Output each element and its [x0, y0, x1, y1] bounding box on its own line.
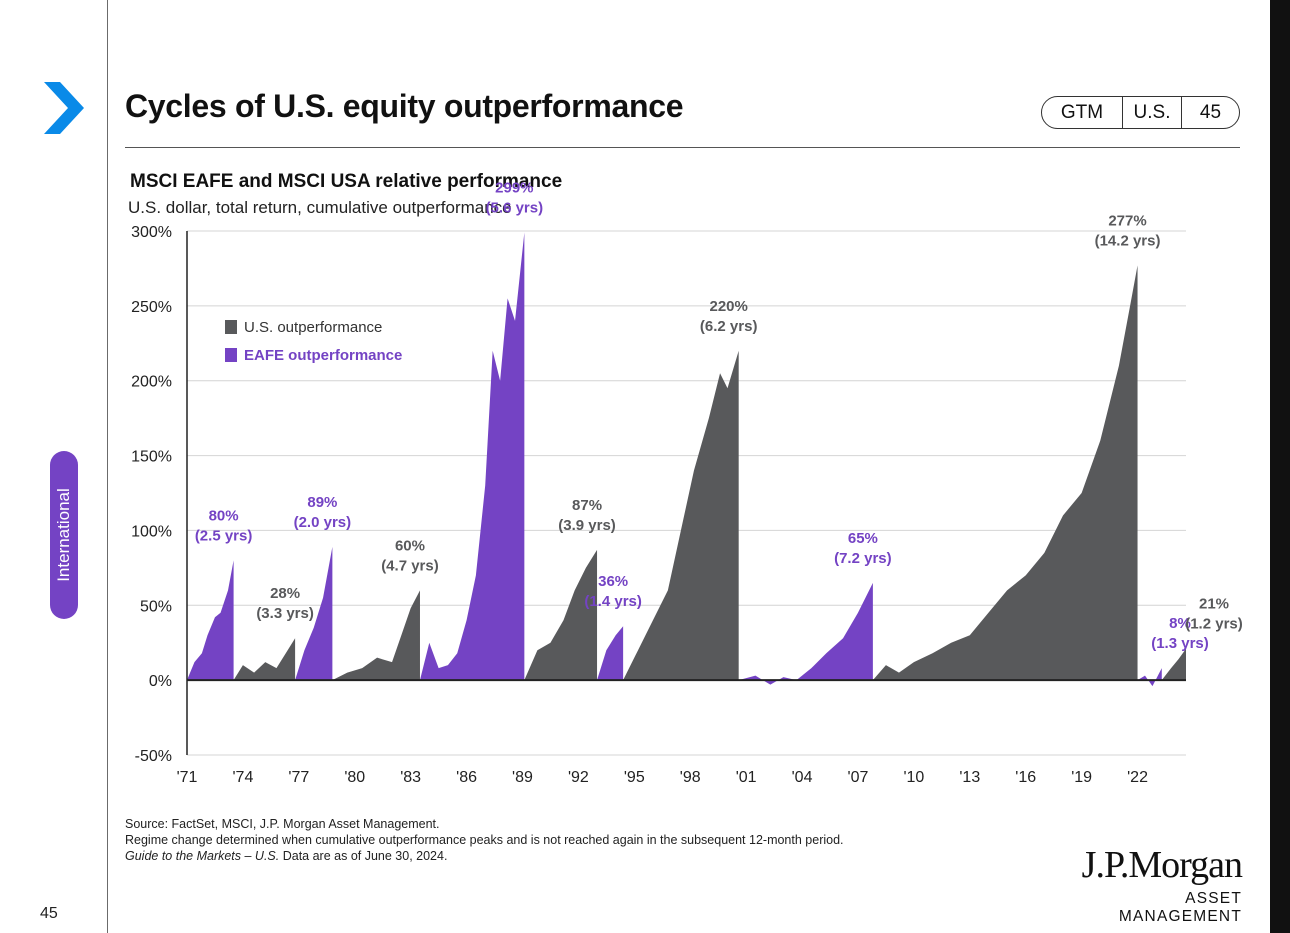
chevron-right-icon — [44, 82, 84, 134]
us-outperformance-area — [1161, 648, 1186, 681]
x-tick-label: '92 — [568, 769, 589, 786]
peak-duration-label: (3.3 yrs) — [256, 605, 314, 622]
us-outperformance-area — [233, 638, 296, 681]
chart-title: MSCI EAFE and MSCI USA relative performa… — [130, 171, 563, 192]
eafe-outperformance-area — [187, 560, 234, 681]
y-tick-label: 250% — [131, 299, 172, 316]
legend-swatch-eafe — [225, 348, 237, 362]
y-tick-label: 200% — [131, 374, 172, 391]
peak-value-label: 60% — [395, 537, 425, 554]
peak-value-label: 36% — [598, 573, 628, 590]
x-tick-label: '95 — [624, 769, 645, 786]
badge-region: U.S. — [1123, 97, 1182, 128]
x-tick-label: '98 — [680, 769, 701, 786]
y-tick-label: 50% — [140, 598, 172, 615]
title-rule — [125, 147, 1240, 148]
us-outperformance-area — [332, 590, 420, 681]
y-tick-label: 100% — [131, 523, 172, 540]
peak-duration-label: (3.9 yrs) — [558, 517, 616, 534]
asof-date: Data are as of June 30, 2024. — [279, 849, 448, 863]
legend-swatch-us — [225, 320, 237, 334]
badge-guide: GTM — [1042, 97, 1123, 128]
x-tick-label: '16 — [1015, 769, 1036, 786]
logo-division: ASSET MANAGEMENT — [1118, 890, 1242, 925]
peak-value-label: 28% — [270, 585, 300, 602]
x-tick-label: '86 — [456, 769, 477, 786]
badge-page: 45 — [1199, 101, 1222, 123]
x-tick-label: '89 — [512, 769, 533, 786]
x-tick-label: '22 — [1127, 769, 1148, 786]
x-tick-label: '04 — [792, 769, 813, 786]
x-tick-label: '01 — [736, 769, 757, 786]
peak-duration-label: (1.4 yrs) — [584, 593, 642, 610]
peak-value-label: 299% — [495, 179, 533, 196]
peak-duration-label: (2.0 yrs) — [294, 514, 352, 531]
x-tick-label: '71 — [177, 769, 198, 786]
peak-value-label: 65% — [848, 530, 878, 547]
page-title: Cycles of U.S. equity outperformance — [125, 88, 684, 124]
peak-value-label: 89% — [307, 494, 337, 511]
footnotes: Source: FactSet, MSCI, J.P. Morgan Asset… — [125, 816, 844, 864]
x-tick-label: '07 — [848, 769, 869, 786]
section-tab[interactable]: International — [50, 451, 78, 619]
x-tick-label: '83 — [400, 769, 421, 786]
us-outperformance-area — [524, 549, 598, 681]
x-tick-label: '10 — [903, 769, 924, 786]
source-note: Source: FactSet, MSCI, J.P. Morgan Asset… — [125, 817, 440, 831]
peak-duration-label: (4.7 yrs) — [381, 557, 439, 574]
us-outperformance-area — [623, 350, 739, 681]
us-outperformance-area — [872, 265, 1138, 681]
eafe-outperformance-area — [295, 546, 333, 681]
asof-note: Guide to the Markets – U.S. Data are as … — [125, 848, 844, 864]
peak-duration-label: (6.2 yrs) — [700, 318, 758, 335]
eafe-outperformance-area — [419, 232, 525, 681]
peak-duration-label: (5.6 yrs) — [486, 199, 544, 216]
y-tick-label: -50% — [135, 748, 172, 765]
peak-duration-label: (14.2 yrs) — [1095, 232, 1161, 249]
eafe-outperformance-area — [597, 626, 624, 681]
peak-duration-label: (1.3 yrs) — [1151, 635, 1209, 652]
y-tick-label: 0% — [149, 673, 172, 690]
x-tick-label: '80 — [344, 769, 365, 786]
y-tick-label: 150% — [131, 449, 172, 466]
peak-value-label: 80% — [209, 507, 239, 524]
guide-name: Guide to the Markets – U.S. — [125, 849, 280, 863]
x-tick-label: '77 — [288, 769, 309, 786]
jpmorgan-logo: J.P.Morgan ASSET MANAGEMENT — [1060, 842, 1243, 926]
chart-subtitle: U.S. dollar, total return, cumulative ou… — [128, 198, 512, 217]
legend-label-eafe: EAFE outperformance — [244, 347, 402, 364]
peak-duration-label: (1.2 yrs) — [1185, 616, 1243, 633]
legend-label-us: U.S. outperformance — [244, 319, 382, 336]
y-tick-label: 300% — [131, 224, 172, 241]
x-tick-label: '19 — [1071, 769, 1092, 786]
peak-value-label: 220% — [709, 298, 747, 315]
peak-value-label: 87% — [572, 497, 602, 514]
peak-value-label: 21% — [1199, 596, 1229, 613]
eafe-outperformance-area — [1137, 668, 1162, 687]
peak-value-label: 277% — [1108, 212, 1146, 229]
left-rail-divider — [107, 0, 108, 933]
peak-value-label: 8% — [1169, 615, 1191, 632]
eafe-outperformance-area — [738, 582, 873, 685]
peak-duration-label: (7.2 yrs) — [834, 550, 892, 567]
page-number: 45 — [40, 905, 58, 922]
logo-wordmark: J.P.Morgan — [1081, 844, 1243, 886]
x-tick-label: '13 — [959, 769, 980, 786]
peak-duration-label: (2.5 yrs) — [195, 527, 253, 544]
x-tick-label: '74 — [232, 769, 253, 786]
relative-performance-chart: -50% 0% 50% 100% 150% 200% 250% 300% '71 '74 '77 '8… — [131, 179, 1243, 786]
methodology-note: Regime change determined when cumulative… — [125, 833, 844, 847]
guide-badge: GTM U.S. 45 — [1041, 96, 1240, 129]
